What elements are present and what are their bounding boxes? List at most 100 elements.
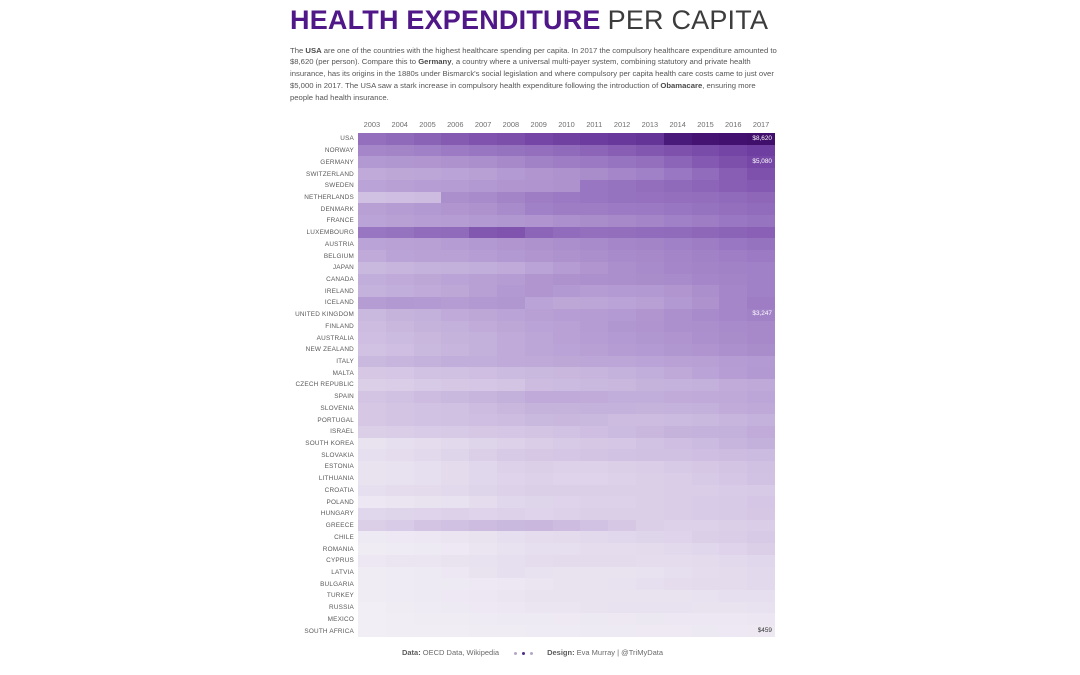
country-label: SPAIN [334,393,354,401]
heatmap-cell [608,414,636,426]
value-annotation: $459 [757,626,772,634]
heatmap-cell [469,625,497,637]
heatmap-cell [747,226,775,239]
heatmap-cell [413,578,442,591]
heatmap-cell [496,484,525,497]
heatmap-cell [552,133,581,145]
heatmap-cell [552,414,581,426]
heatmap-cell [747,519,775,532]
heatmap-cell [691,425,720,438]
heatmap-cell [580,496,609,508]
heatmap-cell [635,226,664,239]
heatmap-cell [635,355,664,368]
heatmap-cell [635,250,664,262]
heatmap-cell [385,238,414,251]
heatmap-cell [747,402,775,415]
heatmap-row: ICELAND [290,297,775,309]
country-label: FINLAND [325,322,354,330]
heatmap-cell [552,250,581,262]
heatmap-cell [469,601,497,614]
heatmap-cell [691,472,720,485]
heatmap-cell [580,613,609,626]
heatmap-cell [552,355,581,368]
heatmap-cell [747,273,775,286]
heatmap-cell [663,203,692,216]
heatmap-row: NEW ZEALAND [290,343,775,356]
heatmap-cell [747,390,775,403]
heatmap-cell [719,414,748,426]
country-label: LUXEMBOURG [306,229,354,237]
heatmap-cell [635,543,664,555]
heatmap-cell [358,601,386,614]
heatmap-cell [552,308,581,321]
heatmap-cell [413,285,442,298]
heatmap-cell [385,531,414,544]
year-header-row: 2003 2004 2005 2006 2007 2008 2009 2010 2011 2012… [290,114,775,133]
heatmap-cell [441,379,470,391]
heatmap-row: GERMANY $5,080 [290,156,775,169]
value-annotation: $3,247 [752,310,772,318]
heatmap-cell [358,343,386,356]
heatmap-cell [663,273,692,286]
heatmap-cell [635,578,664,591]
heatmap-cell [580,215,609,227]
heatmap-cell [608,519,636,532]
heatmap-cell [552,261,581,274]
intro-bold-term: USA [305,45,322,55]
heatmap-cell [358,285,386,298]
heatmap-cell [496,343,525,356]
heatmap-cell [663,297,692,309]
heatmap-row: ITALY [290,355,775,368]
heatmap-cell [385,437,414,450]
heatmap-cell [385,590,414,602]
heatmap-cell [691,543,720,555]
intro-text: , a country where a universal multi-paye… [290,57,774,91]
heatmap-cell [719,343,748,356]
heatmap-cell [663,414,692,426]
heatmap-cell [496,625,525,637]
heatmap-cell [385,156,414,169]
heatmap-cell [496,425,525,438]
heatmap-cell [413,308,442,321]
heatmap-cell [441,179,470,192]
heatmap-cell [524,343,553,356]
heatmap-cell [608,508,636,520]
heatmap-row: SLOVAKIA [290,449,775,462]
heatmap-row: ESTONIA [290,461,775,473]
heatmap-cell [552,203,581,216]
heatmap-cell [663,379,692,391]
heatmap-cell [496,613,525,626]
country-label: GREECE [325,522,354,530]
heatmap-cell [691,285,720,298]
country-label: NORWAY [324,147,354,155]
heatmap-cell [385,144,414,157]
heatmap-cell [719,519,748,532]
heatmap-cell [469,554,497,567]
heatmap-cell [580,437,609,450]
heatmap-cell [385,273,414,286]
heatmap-cell [441,566,470,579]
heatmap-cell [635,215,664,227]
country-label: AUSTRALIA [316,334,354,342]
heatmap-row: MALTA [290,367,775,380]
heatmap-cell [385,191,414,204]
heatmap-cell [691,273,720,286]
heatmap-cell [524,414,553,426]
heatmap-cell [719,554,748,567]
heatmap-cell [413,355,442,368]
heatmap-cell [719,179,748,192]
heatmap-cell [663,601,692,614]
heatmap-cell [385,472,414,485]
heatmap-cell [691,226,720,239]
heatmap-cell [524,402,553,415]
heatmap-cell [469,203,497,216]
heatmap-cell [719,308,748,321]
heatmap-row: AUSTRIA [290,238,775,251]
heatmap-cell [747,191,775,204]
heatmap-cell [441,402,470,415]
heatmap-cell [580,367,609,380]
heatmap-row: SOUTH KOREA [290,437,775,450]
year-label: 2014 [669,120,686,129]
heatmap-cell [580,355,609,368]
heatmap-cell [663,133,692,145]
